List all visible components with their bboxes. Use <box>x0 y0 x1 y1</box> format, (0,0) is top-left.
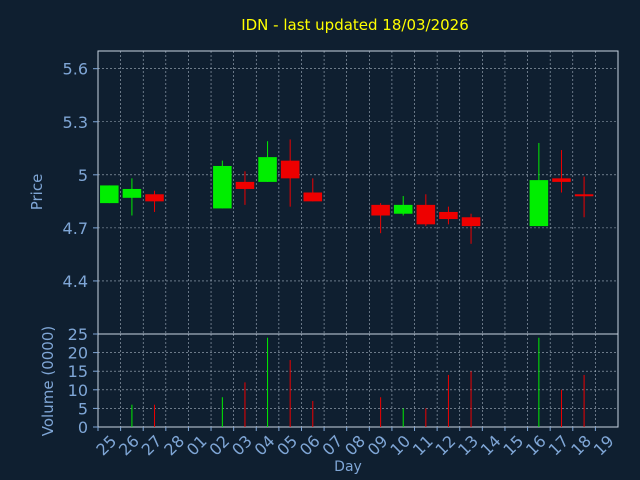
candle-body <box>122 188 142 198</box>
candle-body <box>100 185 119 204</box>
candle <box>371 203 390 234</box>
price-candles <box>100 139 594 244</box>
candle-body <box>439 211 458 220</box>
candle-body <box>213 165 232 209</box>
volume-y-tick-label: 15 <box>68 362 88 381</box>
candle <box>145 190 164 212</box>
chart-title: IDN - last updated 18/03/2026 <box>241 16 469 34</box>
volume-y-tick-label: 20 <box>68 344 88 363</box>
price-y-tick-label: 5 <box>78 166 88 185</box>
candle <box>213 160 232 209</box>
candle <box>529 142 549 227</box>
candle-body <box>416 204 436 225</box>
candle-body <box>258 157 277 182</box>
candle <box>280 139 300 207</box>
price-y-tick-label: 4.4 <box>63 272 88 291</box>
candle-body <box>574 194 594 197</box>
price-y-axis: 4.4 4.7 5 5.3 5.6 <box>63 60 98 291</box>
candle <box>439 206 458 225</box>
candle <box>393 196 413 216</box>
candle-body <box>303 192 323 202</box>
volume-grid <box>98 334 618 427</box>
candle-body <box>552 178 571 182</box>
volume-y-tick-label: 10 <box>68 381 88 400</box>
candle <box>122 178 142 216</box>
candle <box>100 185 119 204</box>
volume-panel-frame <box>97 333 619 428</box>
price-y-tick-label: 4.7 <box>63 219 88 238</box>
candle-body <box>393 204 413 214</box>
candle-body <box>529 180 549 227</box>
candle <box>416 194 436 227</box>
volume-y-tick-label: 5 <box>78 399 88 418</box>
price-y-tick-label: 5.3 <box>63 113 88 132</box>
candle <box>303 178 323 202</box>
candle <box>574 176 594 218</box>
volume-y-tick-label: 0 <box>78 418 88 437</box>
candle-body <box>461 217 481 227</box>
candle <box>552 150 571 193</box>
volume-y-tick-label: 25 <box>68 325 88 344</box>
price-y-tick-label: 5.6 <box>63 60 88 79</box>
candle-body <box>371 204 390 216</box>
day-axis-label: Day <box>334 459 362 475</box>
candle <box>235 171 255 205</box>
candle-body <box>145 194 164 202</box>
volume-axis-label: Volume (0000) <box>39 326 57 436</box>
price-grid <box>98 51 618 334</box>
candle-body <box>280 160 300 179</box>
candle <box>258 141 277 182</box>
candle-body <box>235 181 255 189</box>
candle <box>461 213 481 244</box>
price-axis-label: Price <box>28 174 46 211</box>
volume-bars <box>131 337 585 427</box>
